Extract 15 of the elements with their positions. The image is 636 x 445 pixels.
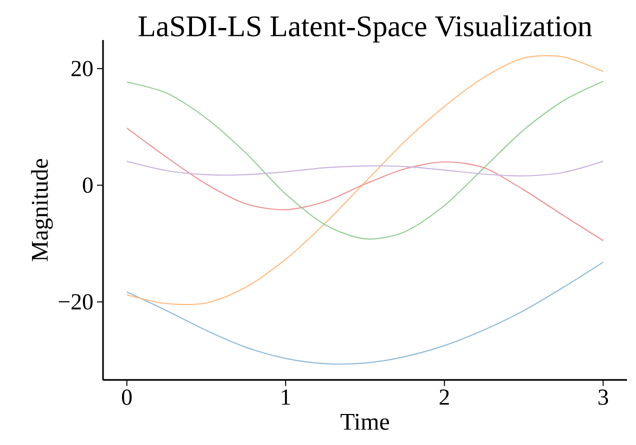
x-tick-label: 3 <box>598 390 608 405</box>
y-axis-title: Magnitude <box>31 159 53 262</box>
line-series <box>126 160 604 176</box>
x-tick-label: 2 <box>440 390 449 405</box>
chart-title: LaSDI-LS Latent-Space Visualization <box>138 15 592 42</box>
x-tick-label: 0 <box>122 389 132 405</box>
x-tick-label: 1 <box>282 390 290 405</box>
line-series <box>126 128 604 242</box>
line-series <box>126 80 604 240</box>
y-tick-label: 0 <box>82 177 93 193</box>
line-series <box>126 262 604 365</box>
y-tick-label: 20 <box>72 60 93 76</box>
line-series <box>126 55 604 306</box>
y-tick-label: −20 <box>58 294 93 310</box>
x-axis-title: Time <box>340 414 389 430</box>
